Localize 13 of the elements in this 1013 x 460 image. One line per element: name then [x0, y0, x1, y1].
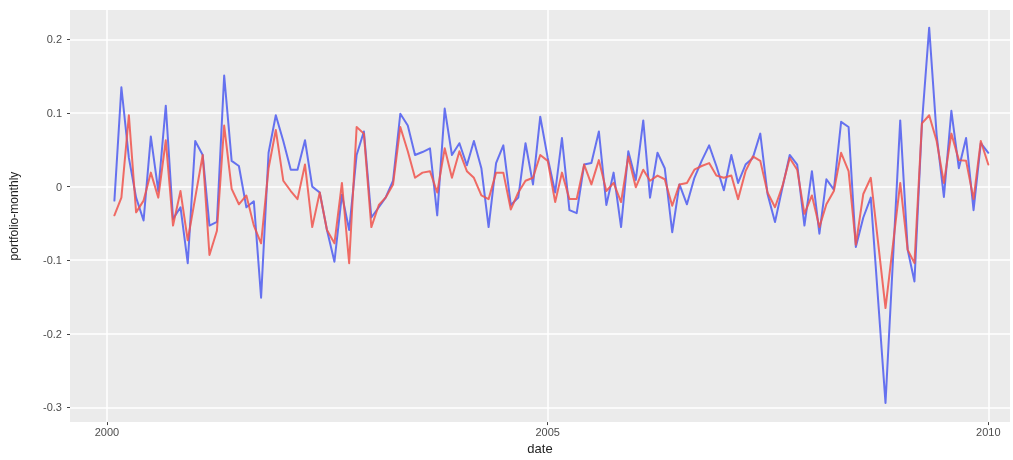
- x-tick-label: 2005: [535, 425, 560, 438]
- line-series: [113, 26, 990, 404]
- y-tick-label: -0.2: [43, 327, 62, 340]
- x-tick-label: 2010: [976, 425, 1001, 438]
- y-tick-label: 0: [55, 180, 62, 193]
- y-tick-label: 0.2: [46, 33, 62, 46]
- y-axis-title: portfolio-monthly: [7, 171, 21, 261]
- x-tick-label: 2000: [94, 425, 120, 438]
- y-tick-label: -0.1: [43, 254, 62, 267]
- line-series: [113, 114, 990, 310]
- x-axis-title: date: [527, 441, 553, 456]
- y-tick-label: 0.1: [46, 107, 62, 120]
- y-tick-label: -0.3: [43, 401, 62, 414]
